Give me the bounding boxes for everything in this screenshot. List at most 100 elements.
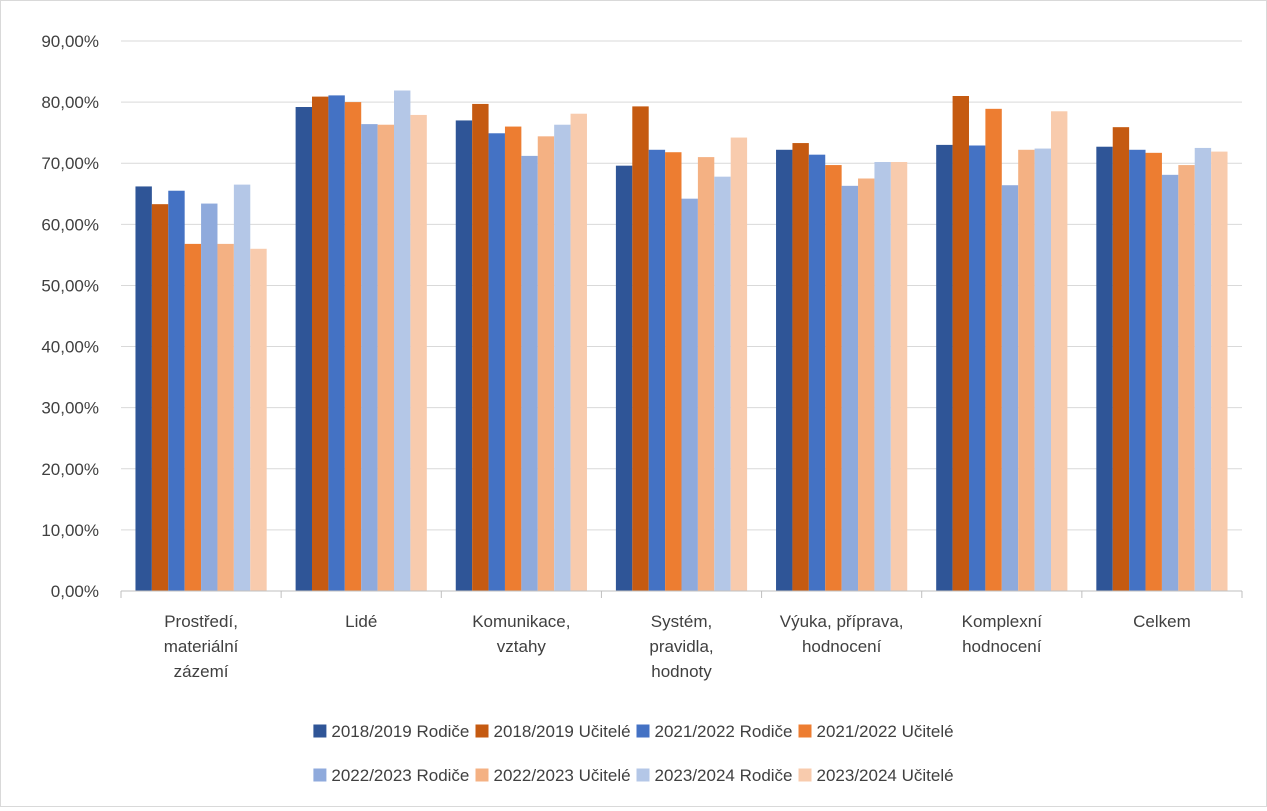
category-label-line: materiální [164, 637, 239, 656]
y-tick-label: 80,00% [41, 93, 99, 112]
bar [1001, 185, 1019, 591]
bar [1194, 147, 1212, 591]
legend-item: 2018/2019 Učitelé [475, 722, 631, 741]
legend-swatch [313, 768, 327, 782]
bar [1018, 149, 1035, 591]
bar [985, 108, 1002, 591]
category-label-line: Systém, [651, 612, 712, 631]
legend-swatch [636, 724, 650, 738]
bar [730, 137, 748, 591]
legend-label: 2022/2023 Rodiče [331, 766, 469, 785]
bar [697, 157, 715, 592]
bar [968, 145, 986, 591]
bar [665, 152, 682, 591]
bar [295, 107, 313, 591]
legend-label: 2022/2023 Učitelé [494, 766, 631, 785]
category-label: Systém, pravidla, hodnoty [649, 612, 713, 681]
y-tick-label: 0,00% [51, 582, 99, 601]
bars [135, 90, 1228, 592]
bar [841, 185, 859, 591]
bar [455, 120, 473, 591]
bar [1034, 148, 1051, 591]
bar [410, 114, 427, 591]
legend-swatch [798, 768, 812, 782]
legend-label: 2021/2022 Učitelé [817, 722, 954, 741]
category-label: Komplexní hodnocení [962, 612, 1043, 656]
category-label-line: Lidé [345, 612, 377, 631]
category-label-line: hodnoty [651, 662, 712, 681]
legend-item: 2022/2023 Učitelé [475, 766, 631, 785]
category-label: Výuka, příprava, hodnocení [780, 612, 904, 656]
bar [1096, 146, 1113, 591]
y-tick-label: 70,00% [41, 154, 99, 173]
legend-item: 2022/2023 Rodiče [313, 766, 469, 785]
y-tick-label: 10,00% [41, 521, 99, 540]
bar [184, 243, 202, 591]
legend: 2018/2019 Rodiče 2018/2019 Učitelé 2021/20… [313, 722, 954, 785]
bar [681, 198, 698, 592]
bar [1145, 152, 1162, 591]
bar [394, 90, 411, 591]
bar [250, 248, 267, 591]
category-label-line: hodnocení [802, 637, 882, 656]
bar [233, 184, 251, 592]
legend-item: 2023/2024 Učitelé [798, 766, 954, 785]
y-tick-label: 60,00% [41, 215, 99, 234]
category-label: Lidé [345, 612, 377, 631]
bar [825, 165, 842, 591]
y-tick-label: 30,00% [41, 399, 99, 418]
legend-swatch [798, 724, 812, 738]
bar [217, 243, 234, 591]
bar [570, 113, 587, 591]
bar [201, 203, 218, 591]
bar [858, 178, 875, 591]
category-label-line: Výuka, příprava, [780, 612, 904, 631]
bar [151, 204, 169, 592]
bar [312, 96, 329, 592]
category-label: Prostředí, materiální zázemí [164, 612, 239, 681]
legend-swatch [475, 724, 489, 738]
y-tick-label: 40,00% [41, 338, 99, 357]
bar [344, 102, 362, 592]
bar [874, 162, 891, 591]
bar [1129, 149, 1146, 591]
bar [615, 165, 633, 592]
category-label: Komunikace, vztahy [472, 612, 570, 656]
legend-item: 2023/2024 Rodiče [636, 766, 793, 785]
category-label-line: pravidla, [649, 637, 713, 656]
bar [1050, 111, 1068, 591]
legend-label: 2023/2024 Učitelé [817, 766, 954, 785]
category-label-line: hodnocení [962, 637, 1042, 656]
legend-label: 2018/2019 Učitelé [494, 722, 631, 741]
bar [776, 149, 793, 591]
bar [714, 176, 731, 592]
category-labels: Prostředí, materiální zázemí Lidé Komunikace… [164, 612, 1191, 681]
legend-swatch [636, 768, 650, 782]
y-tick-label: 50,00% [41, 276, 99, 295]
legend-swatch [475, 768, 489, 782]
y-tick-label: 20,00% [41, 460, 99, 479]
bar [361, 124, 378, 592]
y-tick-label: 90,00% [41, 32, 99, 51]
bar [936, 144, 953, 591]
x-axis [120, 590, 1243, 598]
bar [952, 96, 969, 591]
y-axis-ticks: 0,00% 10,00% 20,00% 30,00% 40,00% 50,00% 60,00… [41, 32, 99, 601]
bar [890, 162, 908, 591]
legend-swatch [313, 724, 327, 738]
bar [632, 106, 649, 591]
category-label: Celkem [1133, 612, 1191, 631]
bar [472, 103, 489, 591]
bar [1112, 127, 1130, 592]
category-label-line: Celkem [1133, 612, 1191, 631]
bar [488, 133, 505, 591]
legend-label: 2023/2024 Rodiče [655, 766, 793, 785]
bar [521, 155, 538, 591]
bar [504, 126, 522, 591]
legend-item: 2021/2022 Učitelé [798, 722, 954, 741]
legend-label: 2021/2022 Rodiče [655, 722, 793, 741]
category-label-line: Prostředí, [164, 612, 238, 631]
legend-item: 2018/2019 Rodiče [313, 722, 469, 741]
